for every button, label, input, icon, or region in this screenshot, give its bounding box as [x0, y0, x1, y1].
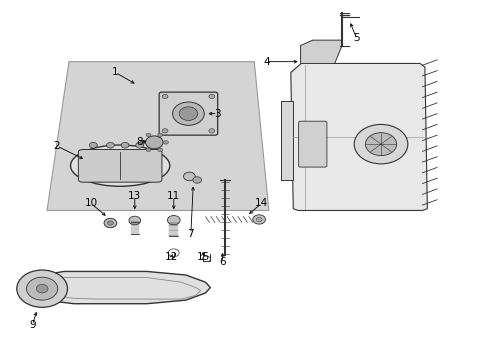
Text: 2: 2: [53, 141, 60, 151]
Circle shape: [145, 136, 163, 149]
Text: 15: 15: [196, 252, 209, 262]
Text: 14: 14: [254, 198, 267, 208]
Circle shape: [146, 133, 151, 137]
Circle shape: [183, 172, 195, 181]
Circle shape: [256, 217, 262, 222]
Circle shape: [129, 216, 141, 225]
Circle shape: [89, 142, 97, 148]
Circle shape: [167, 216, 180, 225]
Text: 13: 13: [128, 191, 141, 201]
Circle shape: [121, 142, 129, 148]
Circle shape: [192, 177, 201, 183]
Text: 3: 3: [214, 109, 221, 119]
Circle shape: [26, 277, 58, 300]
FancyBboxPatch shape: [298, 121, 326, 167]
Circle shape: [208, 94, 214, 99]
Polygon shape: [300, 40, 341, 63]
Circle shape: [162, 94, 167, 99]
Circle shape: [158, 148, 162, 152]
Ellipse shape: [179, 107, 197, 121]
Circle shape: [252, 215, 265, 224]
Circle shape: [36, 284, 48, 293]
Circle shape: [136, 142, 143, 148]
Circle shape: [365, 133, 396, 156]
Polygon shape: [290, 58, 427, 211]
Text: 8: 8: [136, 138, 142, 147]
Circle shape: [106, 142, 114, 148]
Text: 5: 5: [353, 33, 359, 43]
Circle shape: [107, 221, 113, 225]
Polygon shape: [27, 271, 210, 304]
Ellipse shape: [172, 102, 204, 125]
Circle shape: [208, 129, 214, 133]
Text: 12: 12: [164, 252, 178, 262]
FancyBboxPatch shape: [78, 149, 162, 182]
Circle shape: [353, 125, 407, 164]
Text: 6: 6: [219, 257, 225, 267]
Text: 7: 7: [187, 229, 194, 239]
Circle shape: [163, 140, 168, 144]
Ellipse shape: [70, 145, 169, 186]
Circle shape: [162, 129, 167, 133]
FancyBboxPatch shape: [159, 92, 217, 135]
Text: 11: 11: [167, 191, 180, 201]
Polygon shape: [281, 101, 293, 180]
Circle shape: [140, 140, 145, 144]
Circle shape: [17, 270, 67, 307]
Circle shape: [104, 219, 117, 228]
Circle shape: [158, 133, 162, 137]
Polygon shape: [47, 62, 268, 211]
Text: 1: 1: [112, 67, 119, 77]
Circle shape: [146, 148, 151, 152]
Text: 9: 9: [29, 320, 36, 330]
Text: 4: 4: [263, 57, 269, 67]
Text: 10: 10: [84, 198, 97, 208]
